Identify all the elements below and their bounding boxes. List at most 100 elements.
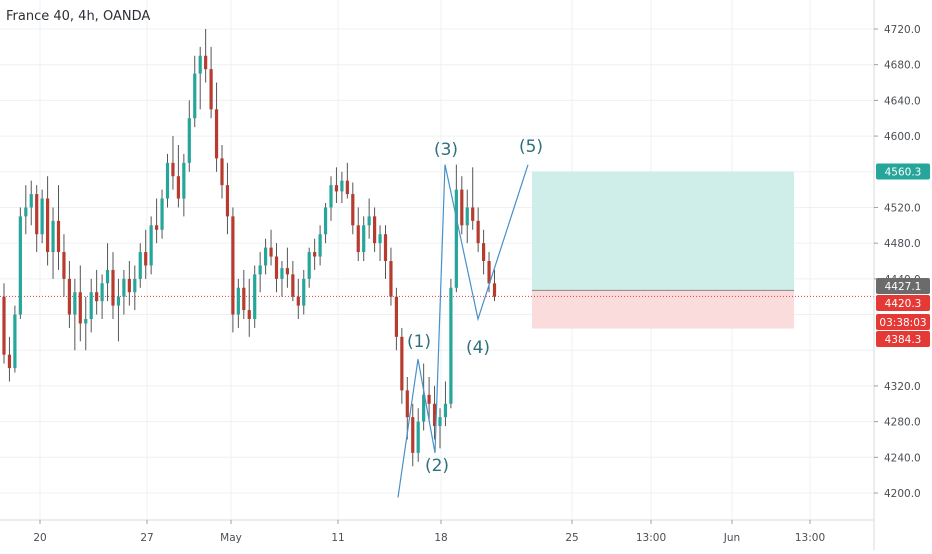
candle[interactable] (214, 82, 219, 172)
candle[interactable] (449, 278, 453, 409)
candle[interactable] (264, 238, 268, 275)
candle[interactable] (105, 243, 110, 302)
candle[interactable] (209, 46, 213, 119)
candle[interactable] (269, 229, 273, 266)
candle[interactable] (56, 185, 61, 270)
candle[interactable] (89, 278, 93, 333)
candle[interactable] (329, 176, 333, 221)
candle[interactable] (51, 207, 55, 279)
candle[interactable] (198, 46, 202, 110)
candle[interactable] (127, 261, 131, 306)
elliott-wave-line[interactable] (397, 164, 529, 498)
candle[interactable] (182, 153, 186, 217)
candle[interactable] (24, 185, 28, 235)
candle[interactable] (378, 225, 382, 261)
candle[interactable] (443, 381, 448, 427)
candle[interactable] (35, 185, 39, 253)
candle[interactable] (144, 229, 148, 279)
candle[interactable] (394, 287, 398, 351)
candle[interactable] (400, 327, 404, 404)
candle[interactable] (138, 243, 142, 288)
candle[interactable] (492, 269, 497, 302)
candle[interactable] (373, 207, 377, 253)
target-zone[interactable] (532, 171, 794, 291)
candle[interactable] (323, 203, 328, 244)
candle[interactable] (116, 278, 121, 342)
candle[interactable] (258, 252, 262, 293)
candle-body (302, 278, 306, 306)
wave-label: (5) (519, 137, 543, 157)
candle[interactable] (389, 247, 393, 306)
candle[interactable] (482, 229, 486, 275)
candle-body (7, 354, 12, 369)
candle[interactable] (78, 265, 82, 342)
candle[interactable] (454, 164, 458, 293)
candle[interactable] (242, 269, 246, 319)
wave-label: (3) (434, 140, 458, 160)
candle[interactable] (296, 278, 300, 319)
candle[interactable] (220, 145, 224, 199)
candle[interactable] (422, 363, 426, 431)
candle[interactable] (171, 136, 175, 190)
candle[interactable] (362, 216, 366, 261)
candle[interactable] (73, 278, 77, 351)
candle[interactable] (236, 278, 240, 328)
candle[interactable] (307, 247, 311, 288)
candle[interactable] (231, 207, 235, 333)
candle[interactable] (274, 243, 279, 293)
candle[interactable] (383, 225, 388, 279)
candle[interactable] (302, 269, 306, 315)
candle[interactable] (438, 408, 442, 449)
candle[interactable] (2, 283, 6, 364)
candle[interactable] (427, 377, 431, 422)
candle[interactable] (29, 180, 33, 226)
candle[interactable] (356, 207, 360, 261)
candle[interactable] (122, 269, 126, 315)
candle-body (471, 207, 475, 221)
candle[interactable] (7, 336, 12, 382)
candle[interactable] (411, 403, 415, 467)
candle[interactable] (187, 100, 191, 172)
candle[interactable] (476, 207, 480, 253)
candle[interactable] (318, 225, 322, 266)
candle-body (84, 319, 88, 324)
candle[interactable] (155, 198, 159, 244)
candle[interactable] (62, 234, 66, 297)
candle[interactable] (285, 247, 289, 288)
candle[interactable] (18, 207, 22, 319)
candle[interactable] (345, 162, 349, 199)
candle[interactable] (416, 408, 420, 462)
candle-body (416, 421, 420, 453)
candle[interactable] (291, 261, 295, 302)
candle[interactable] (46, 176, 50, 266)
candle[interactable] (247, 278, 251, 337)
candle[interactable] (67, 261, 71, 328)
candle[interactable] (340, 171, 344, 203)
candle[interactable] (149, 216, 153, 275)
candle[interactable] (351, 182, 355, 235)
candle[interactable] (204, 29, 208, 83)
candle[interactable] (176, 145, 180, 208)
candle[interactable] (465, 189, 469, 244)
candle[interactable] (111, 252, 115, 319)
candle[interactable] (95, 269, 99, 315)
candle[interactable] (193, 55, 197, 128)
candle[interactable] (471, 167, 475, 230)
candle[interactable] (133, 265, 137, 311)
candle[interactable] (313, 238, 317, 270)
candle[interactable] (253, 265, 257, 328)
candle[interactable] (13, 305, 17, 373)
candle[interactable] (225, 162, 230, 235)
candle[interactable] (460, 176, 464, 235)
candle[interactable] (100, 274, 104, 319)
candle[interactable] (367, 198, 371, 239)
candle[interactable] (432, 385, 437, 440)
candle-body (46, 198, 50, 253)
candle[interactable] (40, 189, 44, 244)
candle[interactable] (165, 153, 170, 208)
candle[interactable] (84, 296, 88, 351)
candle[interactable] (280, 261, 284, 297)
candle[interactable] (160, 189, 164, 239)
candle[interactable] (334, 167, 339, 203)
